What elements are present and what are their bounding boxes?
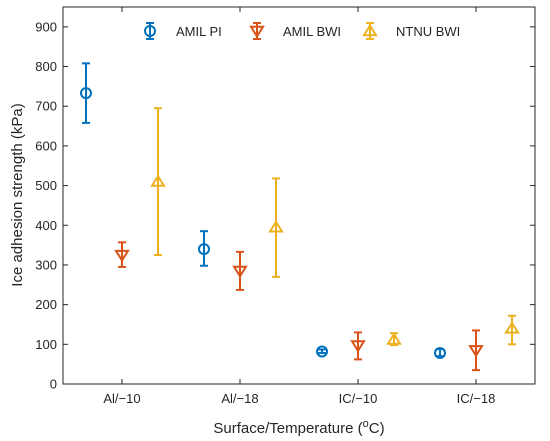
legend-marker: [249, 25, 265, 39]
x-tick-label: IC/−18: [457, 391, 496, 406]
legend: AMIL PI AMIL BWI NTNU BWI: [144, 22, 460, 40]
x-axis-ticks: Al/−10 Al/−18 IC/−10 IC/−18: [103, 7, 495, 406]
data-point: [468, 345, 484, 358]
data-point: [268, 219, 284, 233]
x-axis-title-degree: o: [363, 418, 369, 430]
y-tick-label: 400: [35, 218, 57, 233]
x-tick-label: IC/−10: [339, 391, 378, 406]
data-point: [316, 345, 328, 358]
data-point: [350, 340, 366, 353]
legend-item: NTNU BWI: [362, 22, 460, 40]
y-tick-label: 200: [35, 297, 57, 312]
series-amil-bwi: [114, 241, 484, 372]
data-point: [114, 249, 130, 263]
x-axis-title: Surface/Temperature (oC): [213, 418, 384, 437]
data-point: [80, 87, 92, 100]
legend-item: AMIL PI: [144, 22, 222, 40]
y-tick-label: 600: [35, 138, 57, 153]
data-point: [198, 243, 210, 256]
x-tick-label: Al/−10: [103, 391, 140, 406]
plot-area: [62, 6, 536, 385]
legend-label: AMIL PI: [176, 24, 222, 39]
data-point: [232, 265, 248, 279]
data-point: [150, 174, 166, 187]
y-tick-label: 800: [35, 59, 57, 74]
x-axis-title-unit: C): [369, 420, 385, 437]
y-tick-label: 500: [35, 178, 57, 193]
y-tick-label: 700: [35, 99, 57, 114]
series-amil-pi: [80, 62, 446, 360]
y-axis-title: Ice adhesion strength (kPa): [9, 103, 26, 286]
y-tick-label: 300: [35, 257, 57, 272]
series-ntnu-bwi: [150, 107, 520, 347]
legend-marker: [144, 25, 156, 37]
y-axis-ticks: 0 100 200 300 400 500 600 700 800 900: [35, 19, 535, 392]
legend-item: AMIL BWI: [249, 22, 341, 40]
legend-marker: [362, 23, 378, 37]
legend-label: NTNU BWI: [396, 24, 460, 39]
legend-label: AMIL BWI: [283, 24, 341, 39]
x-axis-title-main: Surface/Temperature (: [213, 420, 362, 437]
data-point: [386, 332, 402, 345]
y-tick-label: 100: [35, 337, 57, 352]
y-tick-label: 900: [35, 19, 57, 34]
y-tick-label: 0: [50, 377, 57, 392]
data-point: [504, 321, 520, 334]
data-series: [80, 62, 520, 372]
x-tick-label: Al/−18: [221, 391, 258, 406]
data-point: [434, 347, 446, 360]
